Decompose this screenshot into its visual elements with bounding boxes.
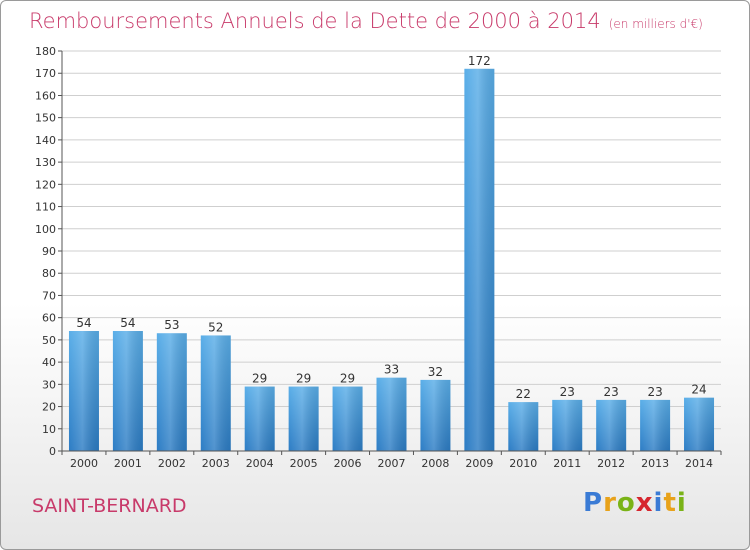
value-label: 53: [164, 318, 179, 332]
y-tick-label: 140: [35, 134, 56, 147]
y-tick-label: 160: [35, 89, 56, 102]
value-label: 54: [76, 316, 91, 330]
bar-shine-2006: [332, 386, 363, 451]
value-label: 52: [208, 320, 223, 334]
x-tick-label: 2004: [246, 457, 274, 470]
logo-letter: r: [603, 488, 617, 518]
chart-title-text: Remboursements Annuels de la Dette de 20…: [29, 9, 601, 33]
value-label: 23: [604, 385, 619, 399]
y-tick-label: 70: [42, 289, 56, 302]
x-tick-label: 2009: [465, 457, 493, 470]
logo-letter: x: [635, 488, 654, 518]
chart-subtitle: (en milliers d'€): [608, 17, 703, 31]
y-tick-label: 20: [42, 401, 56, 414]
proxiti-logo: Proxiti: [583, 488, 687, 518]
logo-letter: i: [676, 488, 687, 518]
x-tick-label: 2001: [114, 457, 142, 470]
y-tick-label: 110: [35, 201, 56, 214]
axes: 0 10 20 30 40 50 60 70 80 90 100 110 120 130 140 150 160…: [35, 45, 722, 470]
bar-shine-2012: [596, 399, 627, 451]
y-tick-label: 80: [42, 267, 56, 280]
bar-chart: 0 10 20 30 40 50 60 70 80 90 100 110 120 130 140 150 160…: [35, 45, 722, 470]
logo-letter: t: [663, 488, 677, 518]
y-tick-label: 100: [35, 223, 56, 236]
value-label: 54: [120, 316, 135, 330]
x-tick-label: 2000: [70, 457, 98, 470]
logo-letter: P: [583, 488, 604, 518]
bar-shine-2003: [200, 335, 231, 451]
y-tick-label: 150: [35, 112, 56, 125]
x-tick-label: 2006: [334, 457, 362, 470]
value-labels: 54 54 53 52 29 29 29 33 32 172 22 23 23 23 24: [76, 54, 706, 401]
logo-letter: o: [616, 488, 636, 518]
y-tick-label: 180: [35, 45, 56, 58]
y-tick-label: 0: [49, 445, 56, 458]
y-tick-label: 60: [42, 312, 56, 325]
bar-shine-2002: [156, 333, 187, 451]
x-tick-label: 2014: [685, 457, 713, 470]
y-tick-label: 170: [35, 67, 56, 80]
value-label: 29: [296, 372, 311, 386]
bar-shine-2007: [376, 377, 407, 451]
value-label: 29: [252, 372, 267, 386]
y-tick-label: 30: [42, 378, 56, 391]
bar-shine-2010: [508, 402, 539, 451]
y-tick-label: 130: [35, 156, 56, 169]
bar-shine-2008: [420, 379, 451, 451]
bars: [68, 68, 715, 452]
x-tick-label: 2008: [421, 457, 449, 470]
bar-shine-2000: [68, 331, 99, 451]
bar-shine-2013: [640, 399, 671, 451]
x-tick-label: 2011: [553, 457, 581, 470]
value-label: 22: [516, 387, 531, 401]
value-label: 23: [647, 385, 662, 399]
x-tick-label: 2007: [378, 457, 406, 470]
x-tick-label: 2005: [290, 457, 318, 470]
bar-shine-2005: [288, 386, 319, 451]
value-label: 172: [468, 54, 491, 68]
y-tick-label: 10: [42, 423, 56, 436]
bar-shine-2014: [684, 397, 715, 451]
y-tick-label: 90: [42, 245, 56, 258]
bar-shine-2011: [552, 399, 583, 451]
bar-shine-2009: [464, 68, 495, 452]
x-tick-label: 2002: [158, 457, 186, 470]
x-tick-label: 2012: [597, 457, 625, 470]
value-label: 24: [691, 383, 706, 397]
chart-title: Remboursements Annuels de la Dette de 20…: [29, 9, 703, 33]
value-label: 29: [340, 372, 355, 386]
y-tick-label: 120: [35, 178, 56, 191]
x-tick-label: 2010: [509, 457, 537, 470]
logo-letter: i: [653, 488, 664, 518]
x-tick-label: 2003: [202, 457, 230, 470]
value-label: 23: [560, 385, 575, 399]
commune-name: SAINT-BERNARD: [32, 495, 187, 517]
value-label: 32: [428, 365, 443, 379]
bar-shine-2004: [244, 386, 275, 451]
y-tick-label: 40: [42, 356, 56, 369]
x-tick-label: 2013: [641, 457, 669, 470]
value-label: 33: [384, 363, 399, 377]
y-tick-label: 50: [42, 334, 56, 347]
bar-shine-2001: [112, 331, 143, 451]
